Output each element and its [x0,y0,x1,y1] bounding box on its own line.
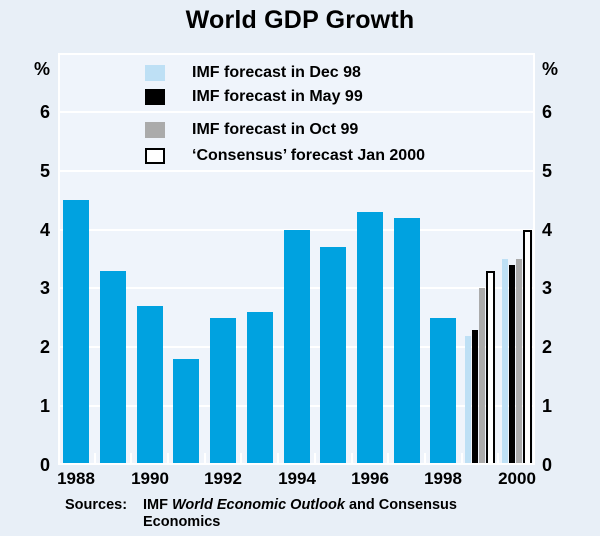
x-tick-label-1998: 1998 [424,469,462,488]
sources-line2: Economics [143,513,221,530]
forecast-bar-2000-2 [509,265,515,465]
legend-row-2: IMF forecast in May 99 [145,88,425,106]
y-axis-unit-right: % [542,59,559,79]
source-note: Sources: IMF World Economic Outlook and … [65,497,457,530]
sources-label: Sources: [65,497,128,513]
y-tick-label-left-1: 1 [39,396,50,416]
legend-swatch-1 [145,65,165,81]
x-tickmark [277,453,279,465]
x-tickmark [387,453,389,465]
legend-row-4: ‘Consensus’ forecast Jan 2000 [145,147,425,165]
y-tick-label-right-6: 6 [542,102,553,122]
x-tickmark [240,453,242,465]
sources-part2: and Consensus [344,497,457,513]
x-tick-label-1996: 1996 [351,469,389,488]
x-tick-label-1990: 1990 [131,469,169,488]
y-tick-label-right-2: 2 [542,337,553,357]
forecast-bar-1999-2 [472,330,478,465]
y-tick-label-left-3: 3 [39,278,50,298]
legend-swatch-3 [145,122,165,138]
bar-1996 [357,212,383,465]
y-tick-label-left-0: 0 [39,455,50,475]
bar-1998 [430,318,456,465]
legend-label-2: IMF forecast in May 99 [192,88,363,105]
forecast-bar-1999-4 [486,271,495,465]
legend-row-1: IMF forecast in Dec 98 [145,64,425,82]
forecast-bar-2000-1 [502,259,508,465]
sources-italic: World Economic Outlook [172,497,345,513]
y-tick-label-left-6: 6 [39,102,50,122]
plot-frame-right [533,53,535,465]
legend-label-4: ‘Consensus’ forecast Jan 2000 [192,147,425,164]
bar-1993 [247,312,273,465]
legend-label-1: IMF forecast in Dec 98 [192,64,361,81]
bar-1990 [137,306,163,465]
bar-1997 [394,218,420,465]
legend-row-3: IMF forecast in Oct 99 [145,121,425,139]
bar-1991 [173,359,199,465]
y-tick-label-left-4: 4 [39,220,50,240]
legend-swatch-4 [145,148,165,164]
bar-1989 [100,271,126,465]
y-tick-label-right-3: 3 [542,278,553,298]
x-tickmark [94,453,96,465]
plot-frame-top [58,53,535,55]
y-tick-label-right-5: 5 [542,161,553,181]
x-tickmark [204,453,206,465]
sources-text: IMF World Economic Outlook and Consensus… [143,497,457,530]
gridline-5 [58,170,535,172]
legend-label-3: IMF forecast in Oct 99 [192,121,359,138]
forecast-bar-1999-1 [465,336,471,465]
chart-title: World GDP Growth [185,6,415,34]
bar-1992 [210,318,236,465]
x-tickmark [351,453,353,465]
bar-1988 [63,200,89,465]
y-axis-unit-left: % [33,59,50,79]
y-tick-label-right-0: 0 [542,455,553,475]
plot-frame-bottom [58,463,535,465]
x-tickmark [130,453,132,465]
legend: IMF forecast in Dec 98 IMF forecast in Ma… [145,64,425,165]
sources-part1: IMF [143,497,172,513]
x-tick-label-1994: 1994 [278,469,316,488]
plot-area [58,53,535,465]
y-tick-label-right-1: 1 [542,396,553,416]
plot-frame-left [58,53,60,465]
y-tick-label-left-5: 5 [39,161,50,181]
x-tickmark [314,453,316,465]
y-tick-label-left-2: 2 [39,337,50,357]
x-tickmark [167,453,169,465]
x-tick-label-2000: 2000 [498,469,536,488]
legend-swatch-2 [145,89,165,105]
bar-1995 [320,247,346,465]
x-tickmark [461,453,463,465]
x-tickmark [497,453,499,465]
forecast-bar-1999-3 [479,288,485,465]
x-tick-label-1988: 1988 [57,469,95,488]
x-tickmark [424,453,426,465]
forecast-bar-2000-4 [523,230,532,465]
forecast-bar-2000-3 [516,259,522,465]
gridline-6 [58,111,535,113]
y-tick-label-right-4: 4 [542,220,553,240]
bar-1994 [284,230,310,465]
x-tick-label-1992: 1992 [204,469,242,488]
